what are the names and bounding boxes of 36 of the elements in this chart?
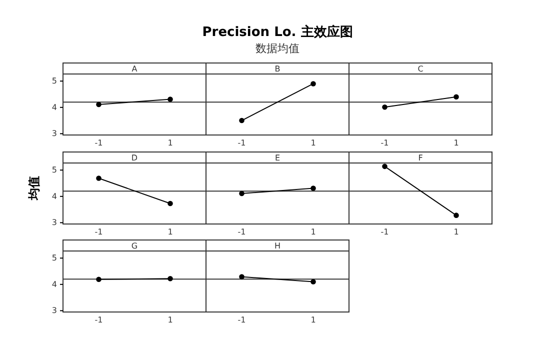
x-tick-label: 1 — [310, 138, 316, 148]
x-tick-label: -1 — [380, 228, 389, 237]
y-tick-label: 5 — [52, 254, 57, 263]
x-tick-label: -1 — [94, 138, 103, 148]
y-tick-label: 3 — [52, 129, 57, 138]
x-axis-title: H — [274, 242, 281, 250]
x-tick-label: 1 — [454, 228, 459, 237]
y-tick-label: 5 — [52, 76, 57, 86]
x-tick-label: -1 — [238, 228, 246, 237]
y-tick-label: 4 — [52, 192, 57, 201]
x-tick-label: 1 — [168, 316, 173, 325]
x-axis-title: B — [274, 64, 280, 74]
y-tick-label: 3 — [52, 306, 57, 316]
y-tick-label: 5 — [52, 166, 57, 175]
x-tick-label: 1 — [168, 228, 173, 237]
x-axis-title: G — [131, 242, 138, 250]
x-tick-label: -1 — [238, 138, 246, 148]
chart-subtitle: 数据均值 — [256, 42, 300, 55]
y-axis-title: 均值 — [27, 176, 41, 201]
x-tick-label: -1 — [238, 316, 246, 325]
x-axis-title: A — [132, 64, 138, 74]
x-tick-label: 1 — [310, 316, 316, 325]
x-tick-label: 1 — [168, 138, 173, 148]
x-tick-label: -1 — [94, 316, 103, 325]
x-tick-label: -1 — [380, 138, 389, 148]
x-tick-label: -1 — [94, 228, 103, 237]
y-tick-label: 3 — [52, 218, 57, 228]
y-tick-label: 4 — [52, 102, 57, 112]
x-axis-title: D — [131, 154, 138, 162]
x-axis-title: E — [274, 154, 280, 162]
y-tick-label: 4 — [52, 280, 57, 289]
x-tick-label: 1 — [454, 138, 459, 148]
chart-title: Precision Lo. 主效应图 — [202, 24, 353, 40]
x-axis-title: C — [418, 64, 424, 74]
x-axis-title: F — [418, 154, 424, 162]
x-tick-label: 1 — [310, 228, 316, 237]
